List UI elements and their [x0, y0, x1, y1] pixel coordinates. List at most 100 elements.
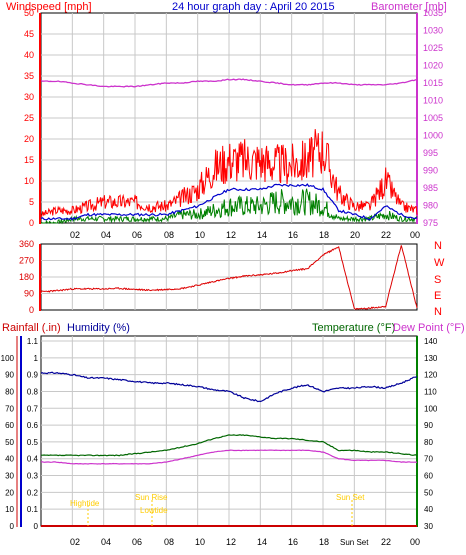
time-label: 12 — [226, 230, 236, 240]
wind-green-series — [40, 188, 418, 225]
windspeed-tick-label: 20 — [24, 134, 34, 144]
windspeed-tick-label: 5 — [29, 197, 34, 207]
temperature-axis-title: Temperature (°F) — [312, 322, 395, 334]
time-label: 16 — [288, 537, 298, 547]
windspeed-tick-label: 50 — [24, 8, 34, 18]
time-label: 06 — [132, 230, 142, 240]
temperature-tick-label: 90 — [424, 421, 433, 430]
temperature-tick-label: 140 — [424, 337, 438, 346]
time-label: 08 — [164, 230, 174, 240]
temperature-tick-label: 80 — [424, 438, 433, 447]
temperature-series — [41, 434, 418, 457]
rainfall-axis-ticks: 0 10 20 30 40 50 60 70 80 90 100 — [1, 354, 15, 531]
humidity-left-tick-label: 30 — [5, 472, 14, 481]
dewpoint-axis-title: Dew Point (°F) — [393, 322, 465, 334]
time-label: 12 — [226, 537, 236, 547]
humidity-left-tick-label: 100 — [1, 354, 15, 363]
time-label: 04 — [101, 230, 111, 240]
rainfall-tick-label: 0.5 — [27, 438, 39, 447]
barometer-tick-label: 1025 — [423, 43, 443, 53]
barometer-tick-label: 1005 — [423, 113, 443, 123]
event-markers: Hightide Sun Rise Lowtide Sun Set — [70, 493, 365, 526]
barometer-tick-label: 990 — [423, 166, 438, 176]
chart-title: 24 hour graph day : April 20 2015 — [172, 1, 335, 13]
direction-tick-label: 0 — [29, 305, 34, 315]
windspeed-tick-label: 25 — [24, 113, 34, 123]
humidity-left-tick-label: 50 — [5, 438, 14, 447]
time-label: 20 — [350, 230, 360, 240]
rainfall-tick-label: 0.9 — [27, 371, 39, 380]
windspeed-tick-label: 45 — [24, 29, 34, 39]
temperature-tick-label: 100 — [424, 404, 438, 413]
barometer-series — [40, 78, 418, 88]
time-label: 04 — [101, 537, 111, 547]
humidity-axis-ticks: 0 0.1 0.2 0.3 0.4 0.5 0.6 0.7 0.8 0.9 1 1.1 — [27, 337, 39, 531]
temperature-tick-label: 30 — [424, 522, 433, 531]
time-label: 18 — [319, 230, 329, 240]
humidity-left-tick-label: 0 — [10, 522, 15, 531]
time-axis-bottom: 02 04 06 08 10 12 14 16 18 Sun Set 22 00 — [70, 537, 420, 547]
temperature-tick-label: 70 — [424, 455, 433, 464]
rainfall-axis-title: Rainfall (.in) — [2, 322, 61, 334]
sunset-label: Sun Set — [336, 493, 365, 502]
windspeed-tick-label: 40 — [24, 50, 34, 60]
barometer-tick-label: 975 — [423, 218, 438, 228]
humidity-left-tick-label: 70 — [5, 404, 14, 413]
barometer-tick-label: 980 — [423, 201, 438, 211]
sunrise-label: Sun Rise — [135, 493, 168, 502]
temperature-axis-ticks: 30 40 50 60 70 80 90 100 110 120 130 140 — [424, 337, 438, 531]
windspeed-tick-label: 30 — [24, 92, 34, 102]
rainfall-tick-label: 0.4 — [27, 455, 39, 464]
direction-axis-ticks: 0 90 180 270 360 — [19, 239, 34, 315]
direction-tick-label: 360 — [19, 239, 34, 249]
direction-grid — [41, 244, 417, 310]
rainfall-tick-label: 0 — [34, 522, 39, 531]
humidity-left-tick-label: 80 — [5, 387, 14, 396]
time-label: 06 — [132, 537, 142, 547]
barometer-tick-label: 1015 — [423, 78, 443, 88]
humidity-left-tick-label: 10 — [5, 505, 14, 514]
barometer-tick-label: 1010 — [423, 96, 443, 106]
time-label: 00 — [410, 230, 420, 240]
temperature-tick-label: 40 — [424, 505, 433, 514]
humidity-left-tick-label: 60 — [5, 421, 14, 430]
direction-tick-label: 270 — [19, 256, 34, 266]
humidity-axis-title: Humidity (%) — [67, 322, 130, 334]
barometer-tick-label: 995 — [423, 148, 438, 158]
rainfall-tick-label: 0.2 — [27, 488, 39, 497]
windspeed-axis-title: Windspeed [mph] — [6, 1, 92, 13]
temperature-tick-label: 60 — [424, 472, 433, 481]
rainfall-tick-label: 0.6 — [27, 421, 39, 430]
climate-grid — [41, 336, 417, 526]
windspeed-tick-label: 35 — [24, 71, 34, 81]
time-label: 22 — [381, 537, 391, 547]
compass-south: S — [434, 274, 441, 286]
time-label: 10 — [195, 537, 205, 547]
temperature-tick-label: 130 — [424, 354, 438, 363]
rainfall-tick-label: 0.3 — [27, 472, 39, 481]
compass-labels: N W S E N — [434, 240, 445, 318]
temperature-tick-label: 50 — [424, 488, 433, 497]
time-label: 14 — [257, 230, 267, 240]
lowtide-label: Lowtide — [140, 506, 168, 515]
barometer-tick-label: 985 — [423, 183, 438, 193]
direction-series — [40, 245, 418, 311]
compass-west: W — [434, 257, 445, 269]
humidity-left-tick-label: 40 — [5, 455, 14, 464]
compass-east: E — [434, 290, 441, 302]
barometer-tick-label: 1035 — [423, 8, 443, 18]
temperature-tick-label: 120 — [424, 371, 438, 380]
time-label: 02 — [70, 230, 80, 240]
rainfall-tick-label: 0.7 — [27, 404, 39, 413]
time-label: 22 — [381, 230, 391, 240]
time-label: 02 — [70, 537, 80, 547]
climate-series — [40, 371, 418, 527]
direction-tick-label: 90 — [24, 289, 34, 299]
direction-tick-label: 180 — [19, 272, 34, 282]
rainfall-tick-label: 1.1 — [27, 337, 39, 346]
time-label: 08 — [164, 537, 174, 547]
average-wind-series — [40, 183, 418, 221]
compass-north-bottom: N — [434, 306, 442, 318]
time-label: 18 — [319, 537, 329, 547]
